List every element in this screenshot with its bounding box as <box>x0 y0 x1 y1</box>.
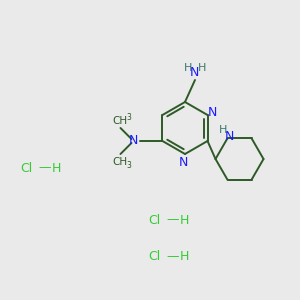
Text: —: — <box>166 250 178 263</box>
Text: N: N <box>189 67 199 80</box>
Text: 3: 3 <box>126 160 131 169</box>
Text: H: H <box>52 161 62 175</box>
Text: —: — <box>166 214 178 226</box>
Text: —: — <box>38 161 50 175</box>
Text: 3: 3 <box>126 113 131 122</box>
Text: N: N <box>178 155 188 169</box>
Text: N: N <box>208 106 217 119</box>
Text: N: N <box>129 134 138 148</box>
Text: H: H <box>198 63 206 73</box>
Text: Cl: Cl <box>20 161 32 175</box>
Text: H: H <box>184 63 192 73</box>
Text: Cl: Cl <box>148 250 160 263</box>
Text: H: H <box>180 250 189 263</box>
Text: Cl: Cl <box>148 214 160 226</box>
Text: H: H <box>180 214 189 226</box>
Text: H: H <box>219 125 228 135</box>
Text: CH: CH <box>112 157 127 167</box>
Text: N: N <box>225 130 234 143</box>
Text: CH: CH <box>112 116 127 126</box>
